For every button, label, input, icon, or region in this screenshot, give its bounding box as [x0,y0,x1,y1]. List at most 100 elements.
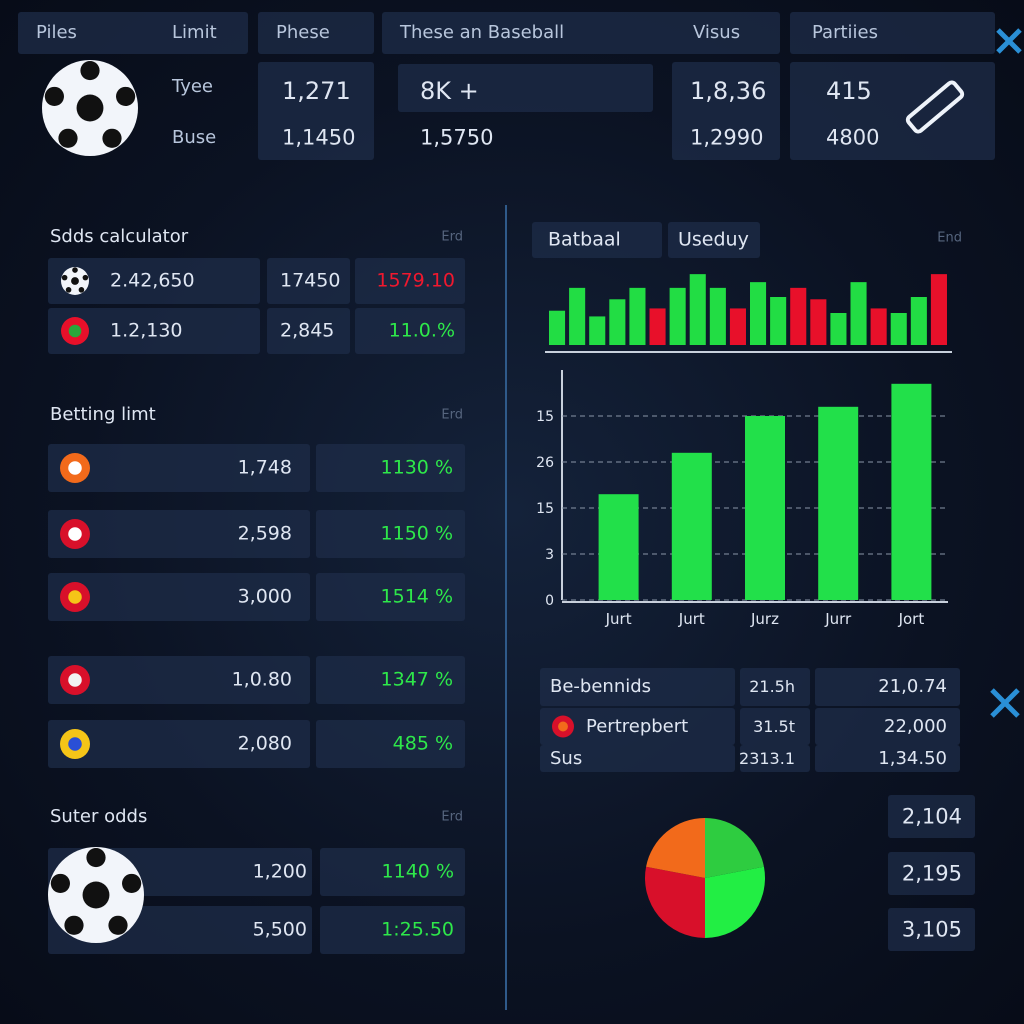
header-value: 1,2990 [690,125,764,150]
limit-value: 1,0.80 [231,668,292,691]
panel [815,708,960,745]
stat-value: 31.5t [753,716,795,736]
ball-icon [72,267,78,273]
column-header: These an Baseball [400,22,565,43]
ball-icon [58,128,78,148]
header-value: 1,8,36 [690,77,767,105]
odds-value: 2,845 [280,319,335,342]
side-value: 3,105 [901,917,962,942]
mini-bar [629,287,646,345]
ball-icon [122,873,142,894]
panel [355,258,465,304]
mini-bar [830,313,847,345]
row-label: Buse [172,127,217,148]
panel [540,668,735,706]
panel [888,795,975,838]
mini-bar [589,316,606,345]
section-action[interactable]: Erd [441,809,463,825]
ball-icon [64,915,84,935]
mini-bar [810,299,827,345]
section-title: Suter odds [50,806,148,827]
mini-bar [549,310,566,345]
odds-value: 1.2,130 [110,319,183,342]
bar [891,383,932,600]
ball-icon [61,274,68,281]
limit-percent: 1150 % [380,522,453,545]
limit-percent: 1347 % [380,668,453,691]
ball-icon [78,287,85,293]
stat-name: Pertrepbert [586,715,689,737]
panel [398,64,653,112]
limit-percent: 1514 % [380,585,453,608]
panel [320,848,465,896]
icon [68,324,82,338]
side-value: 2,195 [901,861,962,886]
tab-action[interactable]: End [937,230,962,246]
x-tick-label: Jurr [824,610,852,628]
ball-icon [116,86,136,107]
panel [740,745,810,772]
tab-label[interactable]: Batbaal [548,228,621,251]
stat-value: 21.5h [749,677,795,696]
odds-value: 2.42,650 [110,269,195,292]
side-value: 2,104 [901,804,962,829]
icon [68,527,82,541]
limit-row [48,444,310,492]
mini-bar [689,274,706,345]
odds-percent: 1:25.50 [381,918,454,941]
panel [355,308,465,354]
x-tick-label: Jurt [605,610,632,628]
odds-percent: 1140 % [381,860,454,883]
column-header: Visus [693,22,741,43]
mini-bar [609,299,626,345]
stat-name: Sus [550,747,583,769]
section-action[interactable]: Erd [441,229,463,245]
mini-bar [910,297,927,345]
limit-value: 2,080 [237,732,292,755]
y-tick-label: 26 [536,455,554,471]
panel [888,908,975,951]
panel [888,852,975,895]
section-title: Betting limt [50,404,156,425]
ball-icon [82,881,110,909]
mini-bar [850,282,867,345]
close-icon[interactable] [996,28,1022,54]
stat-value: 22,000 [884,715,947,737]
limit-row [48,720,310,768]
limit-row [316,656,465,704]
pie-slice [644,866,705,938]
tab [532,222,662,258]
tab-label[interactable]: Useduy [678,228,749,251]
ball-icon [50,873,70,894]
limit-value: 2,598 [237,522,292,545]
limit-value: 3,000 [237,585,292,608]
mini-bar [890,313,907,345]
close-icon[interactable] [990,688,1020,718]
stat-value: 21,0.74 [878,676,947,697]
panel [790,62,995,160]
pie-slice [705,818,764,878]
mini-bar [709,287,726,345]
panel [267,258,350,304]
odds-value: 5,500 [252,918,307,941]
column-header: Piles [36,22,77,43]
header-value: 4800 [826,125,880,150]
mini-bar [649,308,666,345]
pen-icon [905,80,965,134]
ball-icon [80,60,100,81]
ball-icon [65,287,72,293]
panel [672,62,780,160]
y-tick-label: 3 [545,547,554,563]
ball-icon [82,274,89,281]
tab [668,222,760,258]
panel [320,906,465,954]
column-header: Limit [172,22,217,43]
limit-row [48,573,310,621]
ball-icon [86,847,106,868]
panel [258,12,374,54]
odds-value: 1,200 [252,860,307,883]
ball-icon [76,94,104,122]
section-action[interactable]: Erd [441,407,463,423]
